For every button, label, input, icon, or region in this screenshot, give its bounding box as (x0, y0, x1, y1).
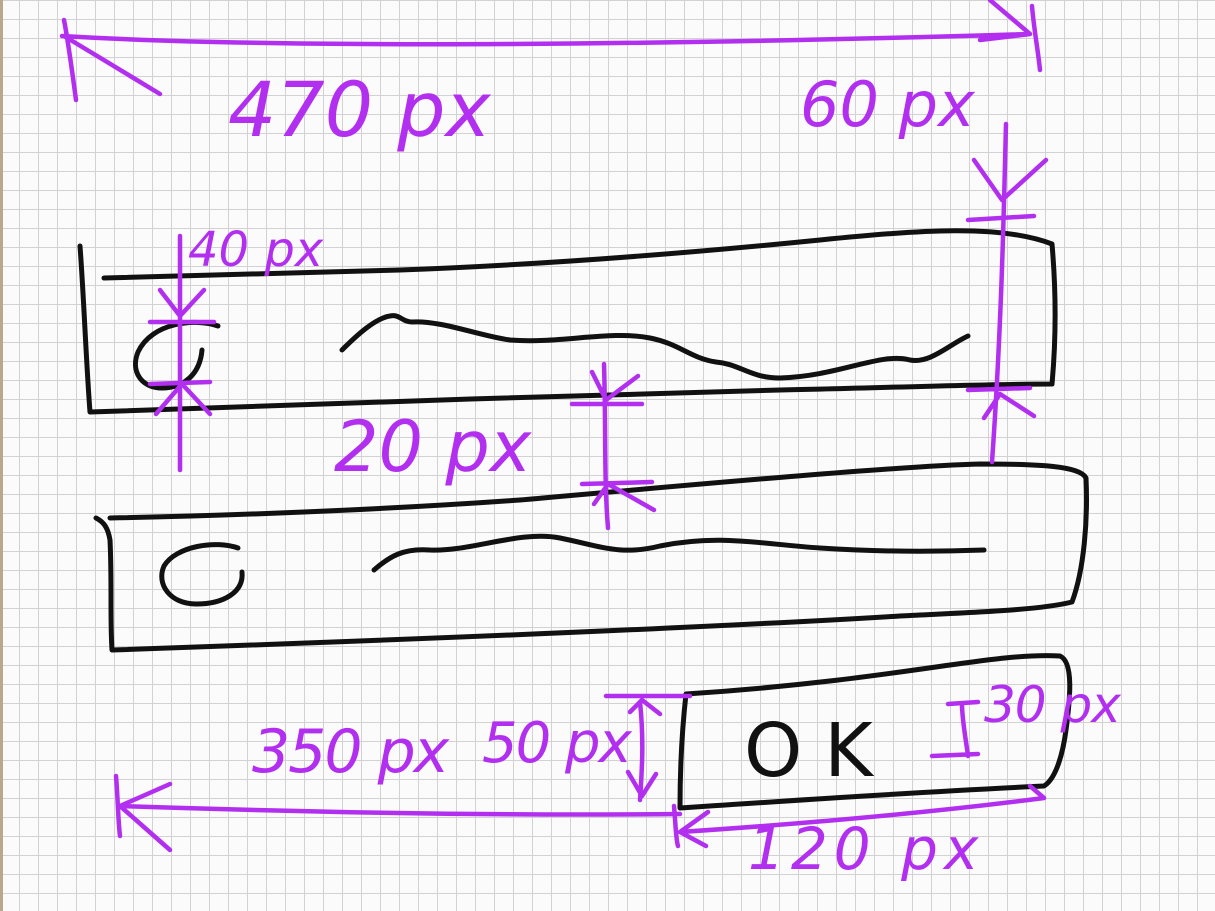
paper-edge (0, 0, 3, 911)
list-row-2-icon (159, 542, 245, 607)
label-icon-size: 40 px (188, 222, 324, 278)
label-button-gap: 50 px (482, 711, 632, 776)
dimension-button-height-line (929, 699, 981, 759)
label-button-height: 30 px (984, 676, 1121, 734)
dimension-total-width-line (59, 0, 1043, 103)
label-row-height: 60 px (800, 68, 975, 141)
label-button-offset: 350 px (252, 717, 449, 787)
label-button-width: 120 px (748, 815, 985, 883)
dimension-button-gap-line (603, 693, 693, 803)
label-row-gap: 20 px (334, 406, 532, 488)
label-total-width: 470 px (228, 65, 491, 154)
list-row-2-box (93, 461, 1089, 653)
dimension-button-width-line (671, 783, 1047, 849)
dimension-gap-line (569, 361, 657, 531)
dimension-row-height-line (965, 121, 1049, 465)
list-row-1-text-line (339, 313, 971, 381)
list-row-1-icon (133, 319, 221, 391)
ok-button-label: OK (744, 708, 895, 794)
ok-button-sketch (677, 653, 1073, 811)
list-row-2 (93, 461, 1089, 653)
ok-button-box (677, 653, 1073, 811)
list-row-2-text-line (371, 533, 987, 573)
list-row-1-box (77, 228, 1058, 415)
dimension-button-offset-line (113, 773, 683, 853)
dimension-icon-height-line (147, 233, 217, 473)
